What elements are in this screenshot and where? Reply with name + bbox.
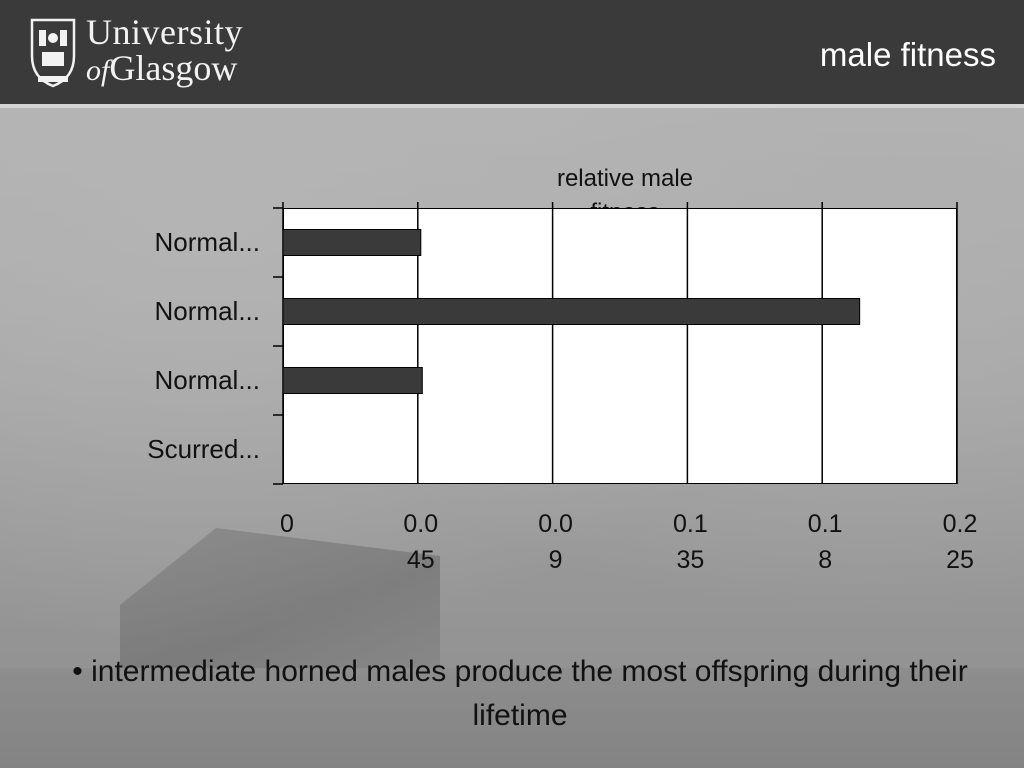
logo-glasgow: Glasgow: [109, 48, 238, 88]
category-label-2: Normal...: [154, 364, 260, 395]
x-tick-label-2: 0.0 9: [538, 510, 573, 574]
bar-1: [282, 298, 861, 325]
university-crest-icon: [30, 18, 76, 88]
university-logo: University ofGlasgow: [86, 14, 243, 89]
x-tick-label-1: 0.0 45: [403, 510, 439, 574]
x-tick-label-0: 0: [280, 510, 294, 538]
slide-header: University ofGlasgow male fitness: [0, 0, 1024, 108]
slide-title: male fitness: [819, 36, 996, 73]
logo-of: of: [86, 54, 110, 87]
logo-line-glasgow: ofGlasgow: [86, 50, 243, 89]
bar-2: [282, 367, 423, 394]
category-label-1: Normal...: [154, 295, 260, 326]
x-tick-label-5: 0.2 25: [942, 510, 978, 574]
x-tick-label-3: 0.1 35: [673, 510, 708, 574]
category-label-0: Normal...: [154, 226, 260, 257]
background-wall: [0, 668, 1024, 768]
logo-line-university: University: [86, 12, 243, 52]
category-label-3: Scurred...: [147, 433, 260, 464]
x-tick-label-4: 0.1 8: [807, 510, 843, 574]
bar-0: [282, 229, 422, 256]
bullet-point: • intermediate horned males produce the …: [72, 655, 968, 732]
